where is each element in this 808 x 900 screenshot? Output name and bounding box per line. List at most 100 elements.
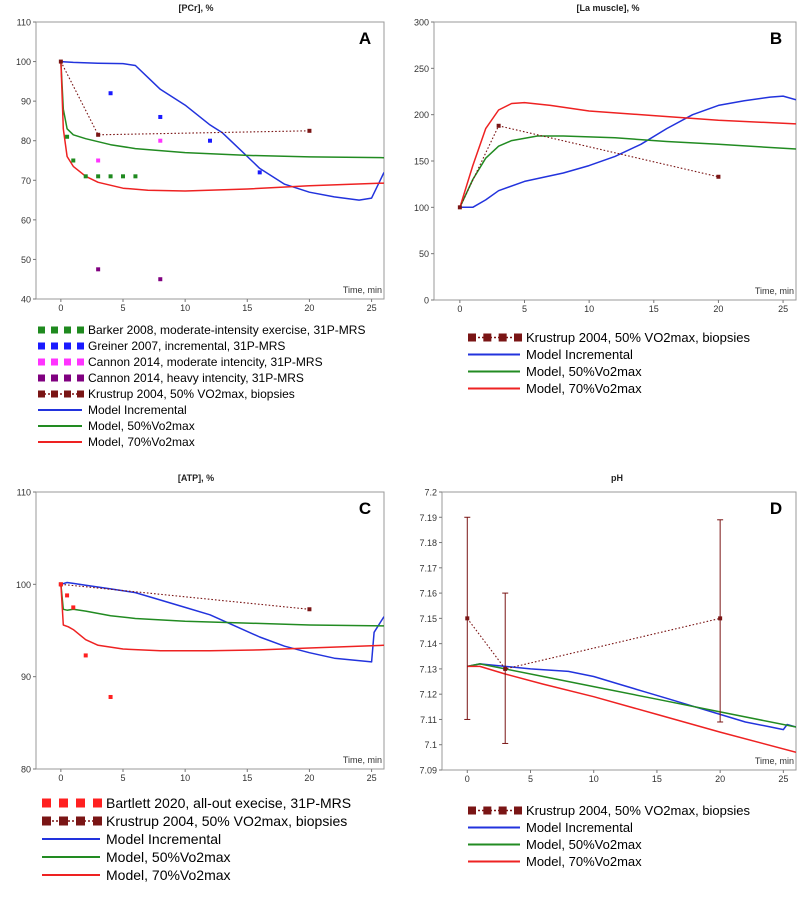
x-tick-label: 20: [304, 773, 314, 783]
y-tick-label: 50: [21, 255, 31, 265]
data-point-barker-2008-moderate-intensity-exercise-31p-mrs: [121, 174, 125, 179]
plot-area: [433, 21, 797, 301]
legend-item: Model Incremental: [36, 402, 396, 418]
legend-label: Model, 50%Vo2max: [106, 849, 231, 865]
data-point-cannon-2014-moderate-intencity-31p-mrs: [96, 158, 101, 163]
legend-square-swatch: [64, 358, 71, 366]
data-point-krustrup-2004-50-vo2max-biopsies: [465, 616, 470, 621]
plot-area: [35, 21, 385, 300]
legend-symbol: [42, 816, 102, 826]
x-tick-label: 0: [457, 304, 462, 314]
plot-layer: [464, 516, 796, 754]
data-point-krustrup-2004-50-vo2max-biopsies: [503, 666, 508, 671]
legend-label: Bartlett 2020, all-out execise, 31P-MRS: [106, 795, 352, 811]
legend-symbol: [468, 333, 522, 342]
x-tick-label: 5: [120, 303, 125, 313]
legend-item: Krustrup 2004, 50% VO2max, biopsies: [466, 802, 808, 819]
y-tick-label: 90: [21, 672, 31, 682]
y-tick-label: 50: [419, 249, 429, 259]
legend-label: Cannon 2014, heavy intencity, 31P-MRS: [88, 371, 304, 385]
series-line-model-incremental: [459, 95, 796, 209]
y-tick-label: 90: [21, 97, 31, 107]
series-line-model-incremental: [60, 581, 384, 663]
legend-symbol: [38, 390, 84, 398]
legend-symbol: [42, 874, 100, 876]
legend-symbol: [38, 374, 84, 382]
y-tick-label: 7.15: [419, 614, 437, 624]
legend-square-swatch: [38, 374, 45, 382]
data-point-bartlett-2020-all-out-execise-31p-mrs: [71, 605, 76, 610]
y-tick-label: 7.2: [424, 488, 437, 498]
data-point-krustrup-2004-50-vo2max-biopsies: [716, 174, 721, 179]
legend-symbol: [38, 409, 82, 411]
chart-title: [PCr], %: [178, 3, 213, 13]
ph-legend: Krustrup 2004, 50% VO2max, biopsies Model…: [466, 802, 808, 870]
chart-panel-b: 0 50 100 150 200 250 300 0 5 10 15 20 25 Time, min [La…: [404, 0, 808, 460]
legend-square-swatch: [51, 390, 58, 398]
lactate-chart: 0 50 100 150 200 250 300 0 5 10 15 20 25 Time, min [La…: [414, 3, 797, 314]
x-tick-label: 20: [715, 774, 725, 784]
legend-square-swatch: [93, 816, 102, 826]
data-point-cannon-2014-heavy-intencity-31p-mrs: [158, 277, 163, 282]
legend-symbol: [38, 342, 84, 350]
data-point-krustrup-2004-50-vo2max-biopsies: [307, 607, 312, 612]
legend-item: Model, 70%Vo2max: [466, 853, 808, 870]
legend-square-swatch: [76, 798, 85, 808]
y-tick-label: 100: [414, 203, 429, 213]
series-line-model-incremental: [467, 663, 796, 731]
legend-square-swatch: [498, 806, 507, 815]
atp-chart: 80 90 100 110 0 5 10 15 20 25 Time, min [ATP], % C: [16, 473, 385, 783]
legend-square-swatch: [51, 358, 58, 366]
x-tick-label: 0: [465, 774, 470, 784]
legend-square-swatch: [514, 333, 522, 342]
legend-label: Barker 2008, moderate-intensity exercise…: [88, 323, 366, 337]
legend-item: Barker 2008, moderate-intensity exercise…: [36, 322, 396, 338]
chart-panel-d: 7.09 7.1 7.11 7.12 7.13 7.14 7.15 7.16 7.17 7.18 7…: [404, 470, 808, 900]
legend-symbol: [42, 856, 100, 858]
data-point-krustrup-2004-50-vo2max-biopsies: [496, 123, 501, 128]
legend-symbol: [42, 798, 102, 808]
legend-label: Greiner 2007, incremental, 31P-MRS: [88, 339, 286, 353]
data-point-bartlett-2020-all-out-execise-31p-mrs: [83, 653, 88, 658]
legend-symbol: [468, 370, 520, 373]
data-point-cannon-2014-heavy-intencity-31p-mrs: [96, 267, 101, 272]
data-point-greiner-2007-incremental-31p-mrs: [208, 138, 212, 143]
legend-square-swatch: [483, 333, 492, 342]
chart-title: pH: [611, 473, 623, 483]
chart-title: [La muscle], %: [576, 3, 639, 13]
y-tick-label: 7.1: [424, 740, 437, 750]
plot-layer: [58, 581, 384, 699]
y-tick-label: 7.12: [419, 690, 437, 700]
legend-square-swatch: [483, 806, 492, 815]
y-tick-label: 7.14: [419, 639, 437, 649]
legend-item: Model, 50%Vo2max: [40, 848, 400, 866]
legend-square-swatch: [77, 358, 84, 366]
legend-square-swatch: [38, 390, 45, 398]
legend-square-swatch: [77, 342, 84, 350]
legend-label: Model, 50%Vo2max: [526, 837, 642, 852]
x-tick-label: 10: [584, 304, 594, 314]
data-point-krustrup-2004-50-vo2max-biopsies: [58, 59, 63, 64]
data-point-bartlett-2020-all-out-execise-31p-mrs: [108, 694, 113, 699]
y-tick-label: 70: [21, 176, 31, 186]
legend-item: Cannon 2014, moderate intencity, 31P-MRS: [36, 354, 396, 370]
plot-layer: [457, 95, 796, 210]
x-tick-label: 25: [367, 303, 377, 313]
data-point-greiner-2007-incremental-31p-mrs: [257, 170, 262, 175]
x-tick-label: 10: [180, 773, 190, 783]
data-point-krustrup-2004-50-vo2max-biopsies: [96, 132, 101, 137]
series-line-model-50-vo2max: [60, 61, 384, 159]
series-line-model-70-vo2max: [459, 101, 796, 208]
x-axis-label: Time, min: [755, 756, 794, 766]
legend-label: Krustrup 2004, 50% VO2max, biopsies: [106, 813, 348, 829]
x-tick-label: 15: [242, 773, 252, 783]
legend-label: Model Incremental: [88, 403, 187, 417]
legend-label: Model Incremental: [106, 831, 222, 847]
y-tick-label: 40: [21, 295, 31, 305]
legend-label: Model, 50%Vo2max: [526, 364, 642, 379]
data-point-bartlett-2020-all-out-execise-31p-mrs: [65, 593, 70, 598]
legend-item: Model, 70%Vo2max: [36, 434, 396, 450]
legend-square-swatch: [64, 374, 71, 382]
y-tick-label: 7.19: [419, 513, 437, 523]
legend-square-swatch: [93, 798, 102, 808]
